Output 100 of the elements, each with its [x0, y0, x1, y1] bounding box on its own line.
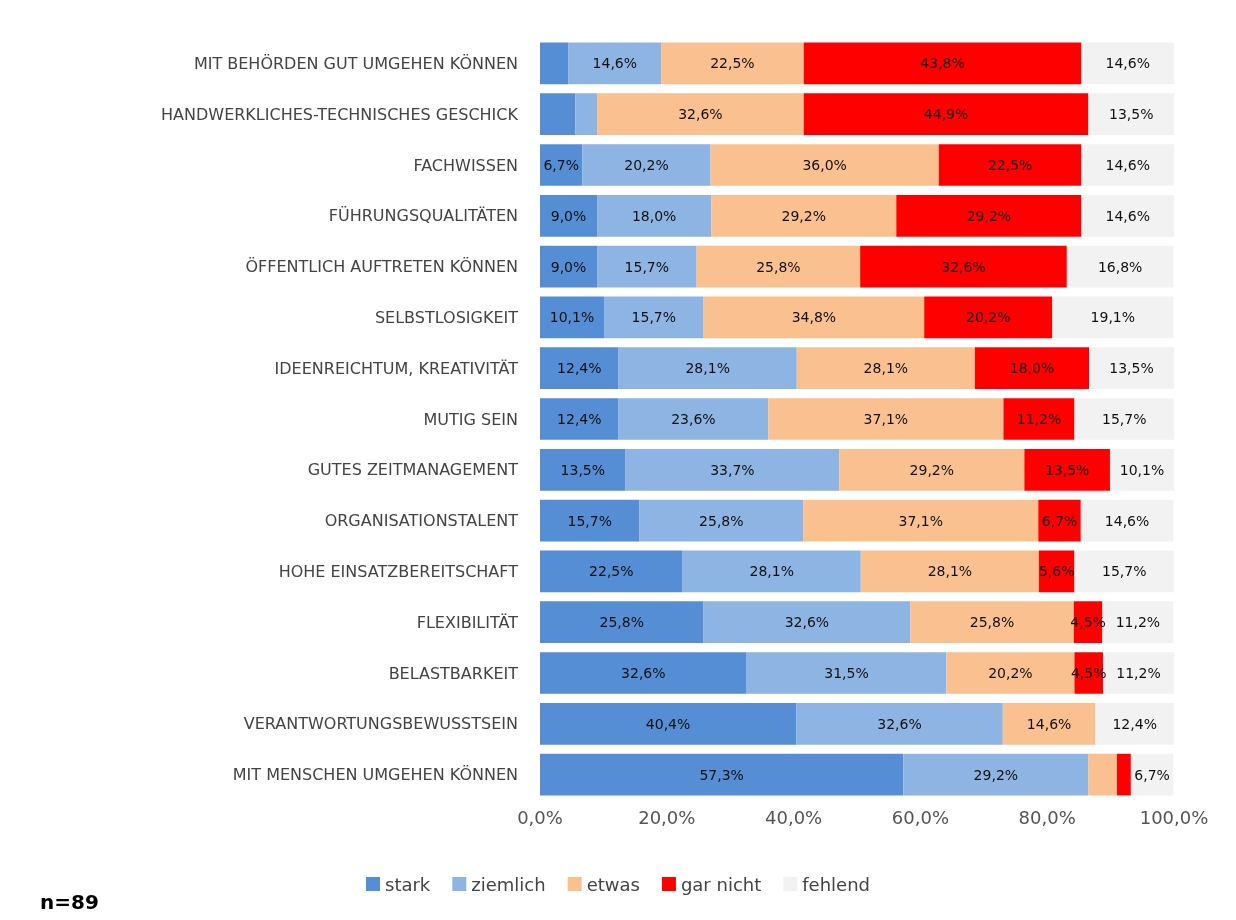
data-label: 15,7% — [567, 512, 613, 529]
x-tick-label: 40,0% — [765, 806, 823, 828]
data-label: 29,2% — [966, 207, 1012, 224]
bar — [597, 93, 804, 136]
text: n=89 — [40, 890, 99, 914]
bar — [1066, 245, 1174, 288]
y-tick-label: MIT MENSCHEN UMGEHEN KÖNNEN — [232, 765, 518, 785]
data-label: 12,4% — [557, 360, 602, 377]
data-label: 32,6% — [621, 665, 666, 681]
bar — [1080, 499, 1174, 542]
data-label: 32,6% — [877, 715, 922, 732]
data-label: 12,4% — [557, 411, 602, 427]
data-label: 22,5% — [710, 55, 755, 72]
data-label: 37,1% — [863, 411, 909, 427]
data-label: 16,8% — [1097, 258, 1143, 275]
y-tick-label: GUTES ZEITMANAGEMENT — [307, 460, 519, 480]
data-label: 23,6% — [671, 411, 716, 427]
legend-label: fehlend — [802, 873, 870, 895]
bar — [1088, 93, 1174, 136]
bar — [896, 194, 1082, 237]
y-tick-label: MIT BEHÖRDEN GUT UMGEHEN KÖNNEN — [193, 53, 518, 73]
bar — [1081, 194, 1174, 237]
bar — [768, 398, 1004, 440]
data-label: 25,8% — [969, 614, 1015, 631]
bar — [661, 42, 804, 85]
bar — [1038, 499, 1081, 542]
bar — [703, 296, 925, 339]
data-label: 32,6% — [678, 106, 723, 123]
bar — [796, 702, 1003, 745]
bar — [604, 296, 704, 339]
x-tick-label: 80,0% — [1018, 806, 1076, 828]
bar — [582, 144, 711, 186]
bar — [1109, 448, 1174, 491]
data-label: 10,1% — [549, 309, 595, 326]
bar — [938, 144, 1082, 186]
bar — [839, 448, 1025, 491]
data-label: 14,6% — [1026, 715, 1072, 732]
data-label: 57,3% — [699, 766, 744, 783]
data-label: 11,2% — [1115, 614, 1161, 631]
data-label: 28,1% — [749, 563, 794, 580]
y-tick-label: MUTIG SEIN — [423, 409, 518, 429]
data-label: 28,1% — [927, 563, 973, 580]
data-label: 40,4% — [645, 715, 691, 732]
y-tick-label: HOHE EINSATZBEREITSCHAFT — [278, 561, 519, 581]
y-tick-label: SELBSTLOSIGKEIT — [374, 307, 519, 327]
y-tick-label: FLEXIBILITÄT — [416, 612, 519, 632]
data-label: 25,8% — [599, 614, 645, 631]
bar — [903, 753, 1089, 796]
bar — [575, 93, 598, 136]
bar — [540, 42, 569, 85]
bar — [540, 347, 619, 390]
bar — [803, 499, 1039, 542]
bar — [860, 245, 1067, 288]
legend-label: ziemlich — [471, 873, 546, 895]
bar — [540, 753, 904, 796]
data-label: 25,8% — [699, 512, 744, 529]
bar — [540, 702, 797, 745]
data-label: 36,0% — [802, 157, 847, 173]
x-tick-label: 60,0% — [891, 806, 949, 828]
bar — [711, 194, 897, 237]
bar — [1024, 448, 1110, 491]
data-label: 14,6% — [1105, 207, 1150, 224]
data-label: 29,2% — [781, 207, 826, 224]
bar — [568, 42, 662, 85]
x-tick-label: 20,0% — [638, 806, 696, 828]
bar — [1003, 398, 1075, 440]
bar — [1081, 42, 1174, 85]
legend-label: gar nicht — [680, 873, 762, 895]
legend-label: stark — [385, 873, 431, 895]
bar — [1116, 753, 1131, 796]
bar — [1095, 702, 1174, 745]
data-label: 15,7% — [1101, 563, 1147, 580]
bar — [639, 499, 804, 542]
data-label: 28,1% — [685, 360, 730, 377]
data-label: 11,2% — [1116, 665, 1161, 681]
bar — [1002, 702, 1096, 745]
y-tick-label: FÜHRUNGSQUALITÄTEN — [328, 206, 518, 226]
data-label: 29,2% — [973, 766, 1019, 783]
data-label: 20,2% — [624, 157, 669, 173]
data-label: 33,7% — [710, 461, 755, 478]
bar — [974, 347, 1090, 390]
x-tick-label: 0,0% — [517, 806, 563, 828]
data-label: 37,1% — [898, 512, 943, 529]
data-label: 14,6% — [1105, 55, 1150, 72]
data-label: 10,1% — [1119, 461, 1165, 478]
data-label: 9,0% — [550, 207, 587, 224]
y-tick-label: HANDWERKLICHES-TECHNISCHES GESCHICK — [161, 104, 519, 124]
data-label: 13,5% — [1044, 461, 1090, 478]
data-label: 34,8% — [791, 309, 837, 326]
bar — [796, 347, 975, 390]
data-label: 29,2% — [909, 461, 955, 478]
bar — [625, 448, 840, 491]
data-label: 15,7% — [631, 309, 677, 326]
data-label: 14,6% — [1104, 512, 1150, 529]
data-label: 14,6% — [1105, 157, 1150, 173]
bar — [540, 601, 704, 644]
bar — [860, 550, 1039, 593]
bar — [540, 448, 626, 491]
bar — [803, 42, 1082, 85]
legend-label: etwas — [586, 873, 640, 895]
